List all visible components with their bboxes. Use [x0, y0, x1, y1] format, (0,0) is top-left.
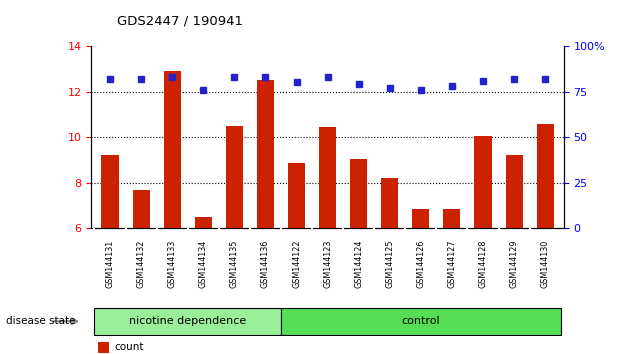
- Bar: [537, 124, 554, 228]
- Bar: [350, 159, 367, 228]
- Bar: [101, 155, 118, 228]
- Text: GSM144133: GSM144133: [168, 239, 176, 287]
- Bar: [288, 164, 305, 228]
- Text: GSM144124: GSM144124: [354, 239, 363, 287]
- Text: GSM144126: GSM144126: [416, 239, 425, 287]
- Text: GSM144136: GSM144136: [261, 239, 270, 287]
- Bar: [444, 209, 461, 228]
- Bar: [381, 178, 398, 228]
- FancyBboxPatch shape: [281, 308, 561, 335]
- Bar: [505, 155, 523, 228]
- Text: GSM144129: GSM144129: [510, 239, 518, 288]
- Text: count: count: [114, 342, 144, 352]
- Bar: [412, 209, 430, 228]
- Bar: [474, 136, 491, 228]
- Text: GSM144123: GSM144123: [323, 239, 332, 287]
- Bar: [195, 217, 212, 228]
- Bar: [164, 71, 181, 228]
- Text: GSM144125: GSM144125: [386, 239, 394, 288]
- Text: GSM144132: GSM144132: [137, 239, 146, 287]
- Bar: [257, 80, 274, 228]
- Bar: [319, 127, 336, 228]
- Text: nicotine dependence: nicotine dependence: [129, 316, 246, 326]
- Text: GSM144130: GSM144130: [541, 239, 550, 287]
- Text: GSM144134: GSM144134: [198, 239, 208, 287]
- FancyBboxPatch shape: [94, 308, 281, 335]
- Text: GSM144128: GSM144128: [479, 239, 488, 287]
- Text: control: control: [401, 316, 440, 326]
- Text: GSM144131: GSM144131: [105, 239, 115, 287]
- Bar: [132, 190, 150, 228]
- Text: GSM144127: GSM144127: [447, 239, 457, 288]
- Text: disease state: disease state: [6, 316, 76, 326]
- Text: GSM144135: GSM144135: [230, 239, 239, 287]
- Text: GDS2447 / 190941: GDS2447 / 190941: [117, 14, 243, 27]
- Text: GSM144122: GSM144122: [292, 239, 301, 288]
- Bar: [226, 126, 243, 228]
